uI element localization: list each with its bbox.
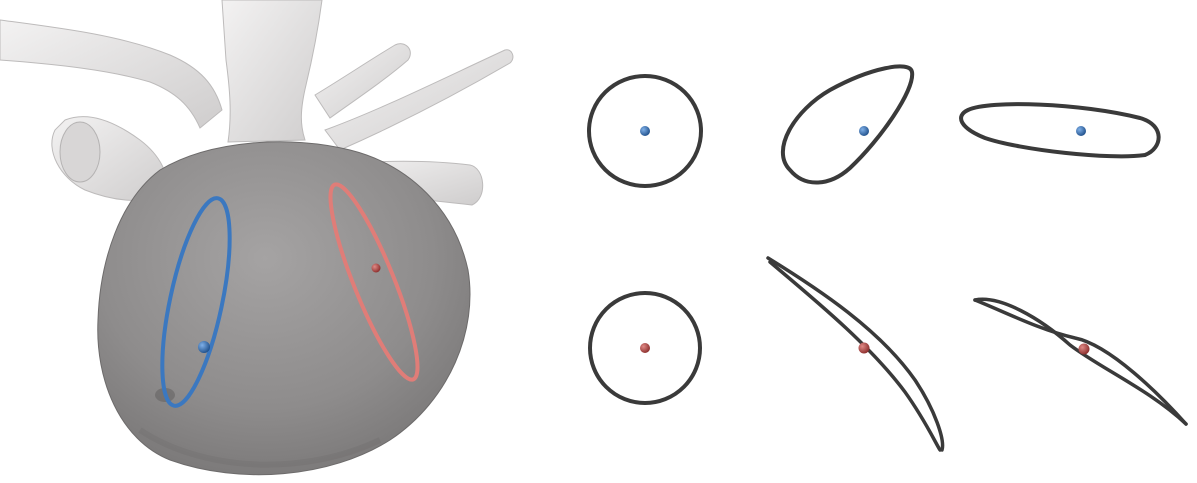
red-loop xyxy=(328,182,420,382)
red-thin-section xyxy=(766,256,945,452)
upper-left-vein xyxy=(0,19,223,129)
blue-loop-marker xyxy=(198,341,210,353)
cross-sections xyxy=(587,64,1188,452)
blue-loop xyxy=(160,196,232,408)
right-long-vein xyxy=(324,49,514,151)
blue-circle-section xyxy=(587,74,703,188)
red-wavy-section xyxy=(973,297,1188,426)
atrium-body xyxy=(97,141,471,476)
red-loop-marker xyxy=(371,263,381,273)
red-row xyxy=(588,256,1188,452)
atrium-model xyxy=(0,0,514,476)
blue-row xyxy=(587,64,1161,188)
central-trunk xyxy=(221,0,323,143)
red-circle-section xyxy=(588,291,702,405)
blue-flat-section xyxy=(959,102,1161,159)
upper-right-vein xyxy=(314,43,411,119)
blue-tilted-section xyxy=(780,64,915,185)
